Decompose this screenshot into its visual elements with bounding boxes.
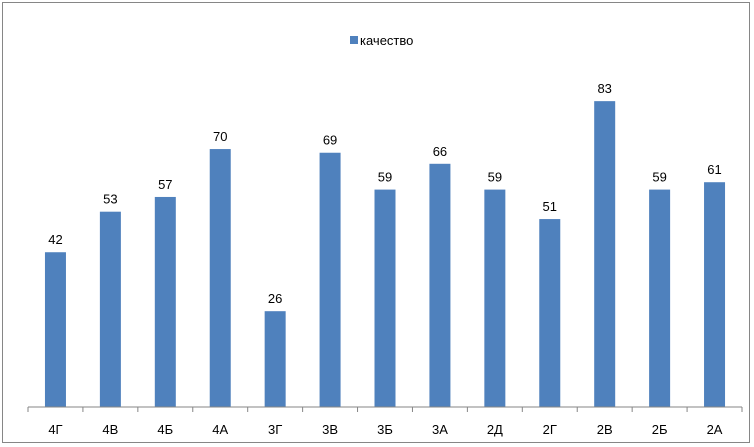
bar <box>264 311 286 407</box>
bar <box>44 252 66 407</box>
x-tick-label: 4В <box>102 422 118 437</box>
data-label: 69 <box>323 133 337 148</box>
x-tick-label: 3А <box>432 422 448 437</box>
data-labels: 42 53 57 70 26 69 59 66 59 51 83 59 61 <box>48 81 722 306</box>
data-label: 42 <box>48 232 62 247</box>
bar <box>594 101 616 408</box>
data-label: 51 <box>543 199 557 214</box>
x-tick-label: 2А <box>707 422 723 437</box>
legend: качество <box>350 33 413 48</box>
bar <box>154 196 176 407</box>
data-label: 66 <box>433 144 447 159</box>
bar <box>484 189 506 407</box>
x-tick-label: 3Г <box>268 422 282 437</box>
data-label: 53 <box>103 192 117 207</box>
legend-label: качество <box>360 33 413 48</box>
bar <box>374 189 396 407</box>
x-tick-label: 2Б <box>652 422 668 437</box>
x-tick-label: 3В <box>322 422 338 437</box>
x-tick-label: 2Д <box>487 422 503 437</box>
bars <box>44 101 726 408</box>
x-tick-label: 4А <box>212 422 228 437</box>
data-label: 59 <box>488 170 502 185</box>
data-label: 59 <box>378 170 392 185</box>
bar <box>704 182 726 407</box>
x-axis: 4Г 4В 4Б 4А 3Г 3В 3Б 3А 2Д 2Г 2В 2Б 2А <box>27 406 743 437</box>
data-label: 57 <box>158 177 172 192</box>
bar <box>319 152 341 407</box>
x-tick-label: 4Г <box>48 422 62 437</box>
legend-swatch <box>350 36 358 44</box>
x-tick-label: 2Г <box>543 422 557 437</box>
x-tick-label: 3Б <box>377 422 393 437</box>
x-tick-label: 4Б <box>157 422 173 437</box>
bar <box>99 211 121 407</box>
data-label: 83 <box>597 81 611 96</box>
data-label: 61 <box>707 162 721 177</box>
x-tick-label: 2В <box>597 422 613 437</box>
bar <box>429 163 451 407</box>
bar <box>539 219 561 407</box>
data-label: 26 <box>268 291 282 306</box>
data-label: 59 <box>652 170 666 185</box>
bar <box>649 189 671 407</box>
data-label: 70 <box>213 129 227 144</box>
bar <box>209 149 231 408</box>
